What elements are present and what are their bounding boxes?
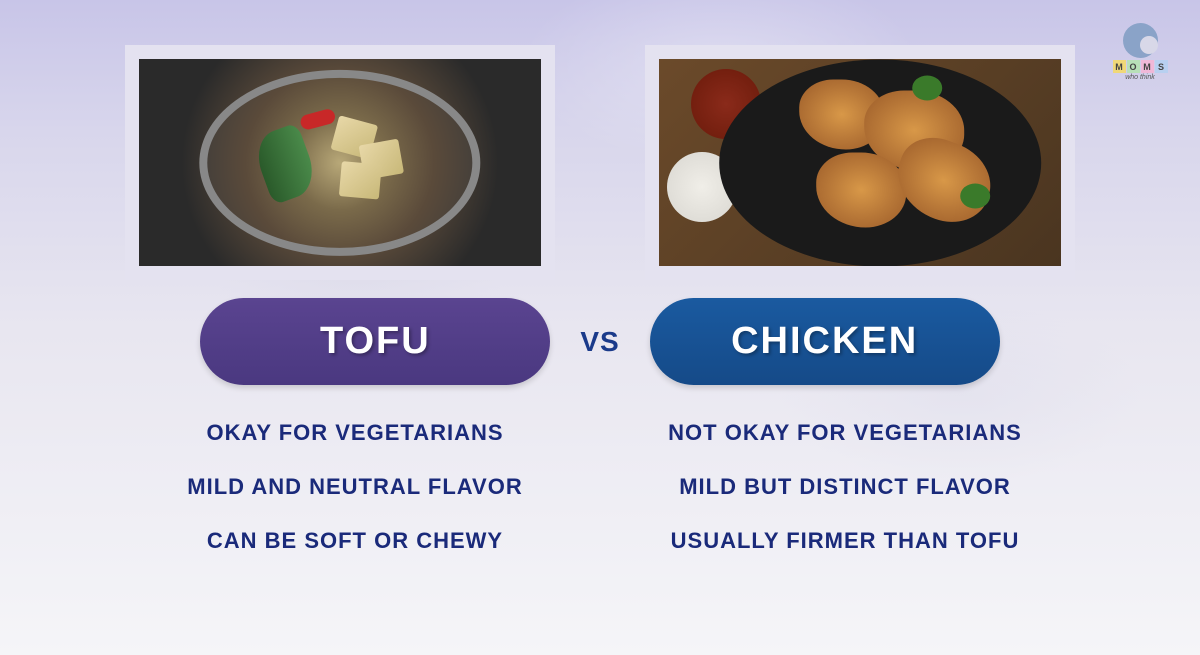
chicken-bullet-2: MILD BUT DISTINCT FLAVOR [630, 474, 1060, 500]
bullets-row: OKAY FOR VEGETARIANS MILD AND NEUTRAL FL… [80, 420, 1120, 554]
tofu-image-frame [125, 45, 555, 280]
tofu-image [139, 59, 541, 266]
tofu-bullet-2: MILD AND NEUTRAL FLAVOR [140, 474, 570, 500]
tofu-bullet-3: CAN BE SOFT OR CHEWY [140, 528, 570, 554]
chicken-title: CHICKEN [700, 320, 950, 363]
chicken-title-pill: CHICKEN [650, 298, 1000, 385]
titles-row: TOFU VS CHICKEN [80, 298, 1120, 385]
tofu-bullet-1: OKAY FOR VEGETARIANS [140, 420, 570, 446]
images-row [80, 45, 1120, 280]
chicken-bullet-1: NOT OKAY FOR VEGETARIANS [630, 420, 1060, 446]
comparison-container: TOFU VS CHICKEN OKAY FOR VEGETARIANS MIL… [0, 0, 1200, 655]
tofu-title: TOFU [250, 320, 500, 363]
chicken-image [659, 59, 1061, 266]
tofu-bullets: OKAY FOR VEGETARIANS MILD AND NEUTRAL FL… [140, 420, 570, 554]
chicken-bullet-3: USUALLY FIRMER THAN TOFU [630, 528, 1060, 554]
vs-label: VS [580, 326, 619, 358]
chicken-bullets: NOT OKAY FOR VEGETARIANS MILD BUT DISTIN… [630, 420, 1060, 554]
chicken-image-frame [645, 45, 1075, 280]
tofu-title-pill: TOFU [200, 298, 550, 385]
